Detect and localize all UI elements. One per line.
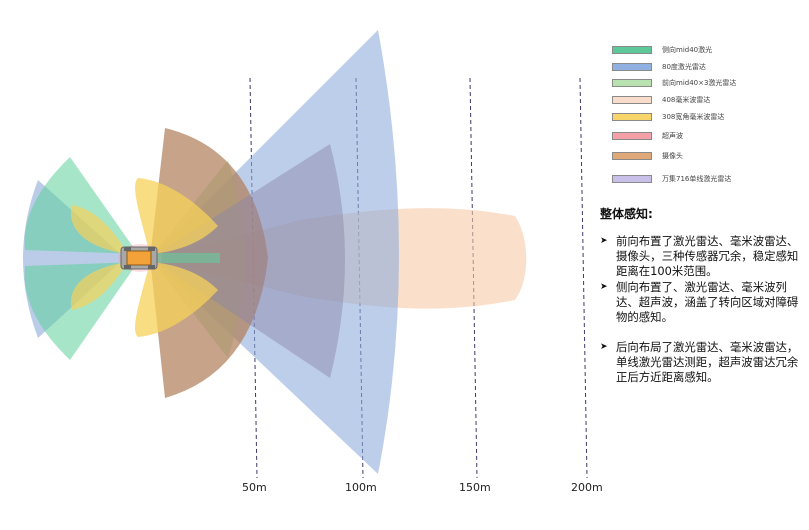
mid-range-overlay-zone [150,144,345,378]
vehicle-icon [120,246,158,270]
legend-swatch [612,46,652,54]
bullet-arrow-icon: ➤ [600,342,608,352]
summary-bullet-text: 后向布局了激光雷达、毫米波雷达，单线激光雷达测距，超声波雷达冗余正后方近距离感知… [616,340,799,384]
summary-bullet-text: 侧向布置了、激光雷达、毫米波列达、超声波，涵盖了转向区域对障碍物的感知。 [616,280,799,324]
distance-line-150m [469,77,478,479]
legend-item: 408毫米波雷达 [612,94,710,106]
summary-bullet: ➤ 侧向布置了、激光雷达、毫米波列达、超声波，涵盖了转向区域对障碍物的感知。 [600,280,800,325]
legend-swatch [612,79,652,87]
bullet-arrow-icon: ➤ [600,236,608,246]
legend-label: 前向mid40×3激光雷达 [662,79,737,87]
legend-item: 80度激光雷达 [612,61,706,73]
distance-line-50m [249,77,258,479]
legend-swatch [612,132,652,140]
legend-item: 308宽角毫米波雷达 [612,111,724,123]
distance-label-200m: 200m [571,481,603,494]
legend-swatch [612,113,652,121]
legend-swatch [612,63,652,71]
legend-swatch [612,175,652,183]
legend-label: 80度激光雷达 [662,63,706,71]
mmwave-308-right-zone [135,262,218,337]
legend-swatch [612,152,652,160]
lidar-80deg-forward-zone [150,30,399,474]
summary-bullet: ➤ 后向布局了激光雷达、毫米波雷达，单线激光雷达测距，超声波雷达冗余正后方近距离… [600,340,800,385]
summary-bullet: ➤ 前向布置了激光雷达、毫米波雷达、摄像头，三种传感器冗余，稳定感知距离在100… [600,234,800,279]
legend-label: 408毫米波雷达 [662,96,711,104]
summary-title: 整体感知: [600,207,653,221]
legend-item: 侧向mid40激光 [612,44,712,56]
distance-label-150m: 150m [459,481,491,494]
single-line-lidar-zone [155,253,220,263]
bullet-arrow-icon: ➤ [600,282,608,292]
legend-item: 万集716单线激光雷达 [612,173,731,185]
mid40-side-right-zone [24,262,138,360]
legend-label: 摄像头 [662,152,683,160]
legend-swatch [612,96,652,104]
distance-label-100m: 100m [345,481,377,494]
mmwave-308-rear-left-zone [70,205,128,254]
legend-item: 超声波 [612,130,683,142]
legend-label: 侧向mid40激光 [662,46,713,54]
legend-label: 万集716单线激光雷达 [662,175,732,183]
summary-bullet-text: 前向布置了激光雷达、毫米波雷达、摄像头，三种传感器冗余，稳定感知距离在100米范… [616,234,799,278]
mid40-side-left-zone [24,157,138,254]
legend-label: 308宽角毫米波雷达 [662,113,725,121]
mmwave-308-rear-right-zone [70,262,128,310]
legend-item: 前向mid40×3激光雷达 [612,77,736,89]
legend-item: 摄像头 [612,150,683,162]
distance-line-200m [579,77,588,479]
legend-label: 超声波 [662,132,683,140]
mmwave-308-left-zone [135,178,218,254]
distance-label-50m: 50m [242,481,267,494]
